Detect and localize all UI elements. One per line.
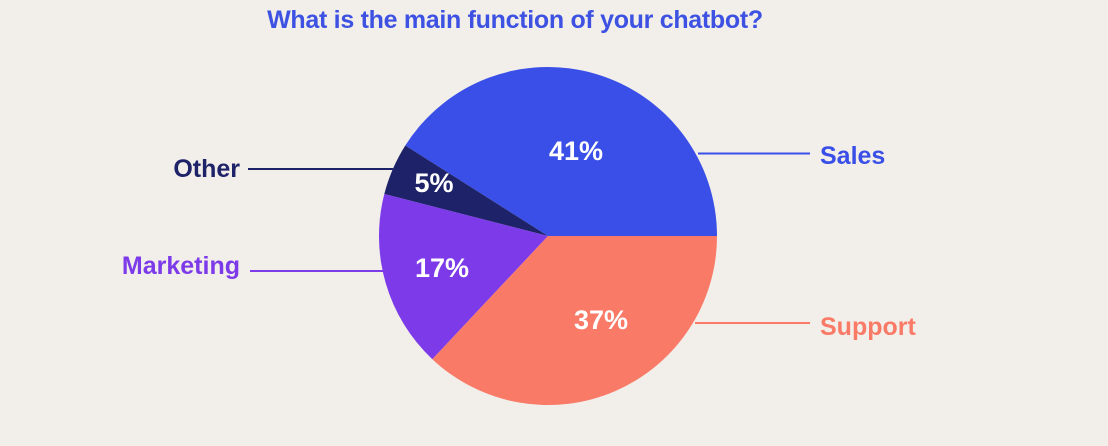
category-label-marketing: Marketing [122, 252, 240, 280]
value-label-marketing: 17% [415, 253, 469, 283]
pie-slice-marketing [378, 193, 548, 360]
value-label-other: 5% [414, 168, 453, 198]
chart-title: What is the main function of your chatbo… [267, 6, 763, 34]
category-label-support: Support [820, 313, 916, 341]
pie-slice-other [384, 145, 548, 236]
category-label-sales: Sales [820, 142, 885, 170]
value-label-sales: 41% [549, 136, 603, 166]
pie-slice-support [432, 236, 717, 406]
pie-slice-sales [405, 67, 717, 236]
value-label-support: 37% [574, 305, 628, 335]
category-label-other: Other [173, 155, 240, 183]
